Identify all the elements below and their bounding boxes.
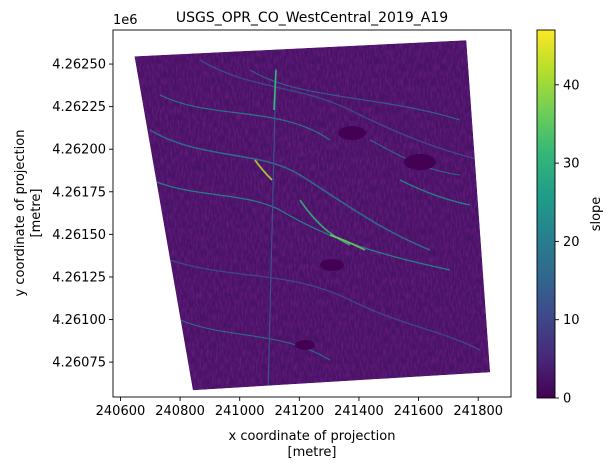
x-axis-label-line2: [metre] [288,445,337,460]
terrain-ridge [149,129,431,251]
colorbar-gradient [537,30,555,398]
x-tick-label: 241200 [275,404,325,419]
terrain-ridge [249,69,461,121]
chart-title: USGS_OPR_CO_WestCentral_2019_A19 [176,10,448,26]
x-tick-label: 241400 [334,404,384,419]
terrain-ridge [139,174,451,271]
y-tick-label: 4.26175 [52,185,106,200]
y-tick-label: 4.26250 [52,58,106,73]
axes-frame [112,29,512,398]
terrain-cut [273,69,277,111]
terrain-ridge [299,199,351,246]
colorbar-tick-label: 10 [563,313,580,328]
terrain-ridge [329,234,366,251]
slope-raster [134,40,491,391]
y-offset-label: 1e6 [113,13,138,28]
colorbar-tick-label: 20 [563,235,580,250]
colorbar-label: slope [589,197,604,232]
raster-features [139,59,481,391]
y-axis-label-line1: y coordinate of projection [13,130,28,297]
x-tick-label: 240800 [155,404,205,419]
y-tick-label: 4.26200 [52,143,106,158]
x-axis-label-line1: x coordinate of projection [229,429,396,444]
x-tick-label: 241800 [453,404,503,419]
terrain-ridge [169,259,481,351]
y-tick-label: 4.26225 [52,100,106,115]
terrain-ridge [199,59,481,161]
y-axis: 4.26075 4.26100 4.26125 4.26150 4.26175 4.262… [52,58,113,371]
terrain-ridge [399,179,471,206]
x-tick-label: 241000 [215,404,265,419]
flat-area [320,259,344,271]
terrain-ridge [254,159,273,181]
y-axis-label-line2: [metre] [29,189,44,238]
colorbar-tick-label: 30 [563,157,580,172]
terrain-ridge [159,94,331,141]
colorbar-tick-label: 0 [563,392,571,407]
colorbar-frame [536,29,556,399]
y-tick-label: 4.26150 [52,228,106,243]
x-axis: 240600 240800 241000 241200 241400 241600 2418… [96,397,503,419]
x-tick-label: 241600 [394,404,444,419]
flat-area [295,340,315,350]
terrain-ridge [179,319,331,361]
colorbar-tick-label: 40 [563,78,580,93]
y-tick-label: 4.26125 [52,270,106,285]
x-tick-label: 240600 [96,404,146,419]
colorbar: 0 10 20 30 40 slope [536,29,604,407]
y-tick-label: 4.26100 [52,313,106,328]
plot-area [112,29,512,398]
y-tick-label: 4.26075 [52,356,106,371]
colorbar-ticks: 0 10 20 30 40 [555,78,580,407]
flat-area [404,154,436,170]
terrain-cut [267,67,277,391]
flat-area [338,126,366,140]
